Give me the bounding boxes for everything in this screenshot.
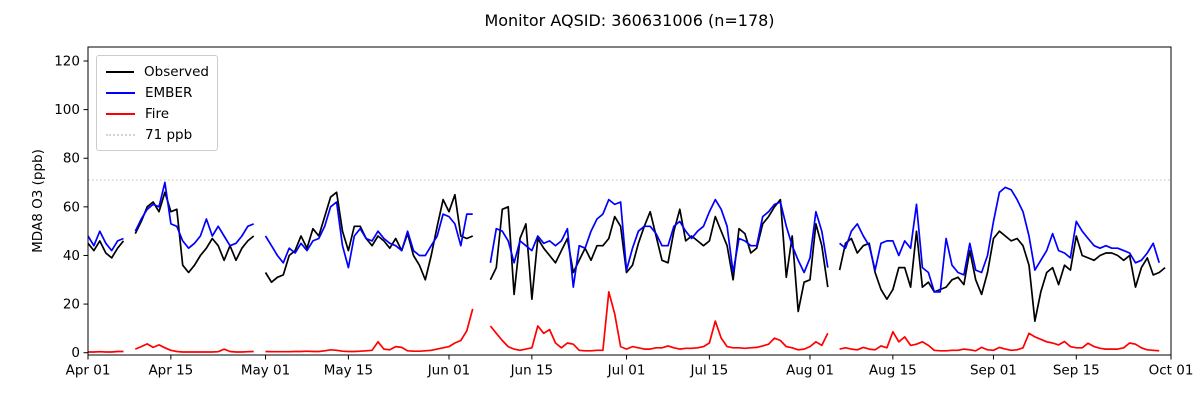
x-tick-label: Oct 01 [1149,363,1194,379]
x-tick-label: Sep 01 [970,363,1017,379]
x-tick-label: Jun 15 [510,363,554,379]
series-line-observed [87,191,1166,322]
series-line-ember [87,181,1161,293]
x-tick-label: Jul 01 [607,363,646,379]
x-tick-label: Jun 01 [427,363,471,379]
x-tick-label: May 15 [324,363,373,379]
legend: Observed EMBER Fire 71 ppb [96,55,218,151]
x-tick-label: May 01 [241,363,290,379]
legend-item-fire: Fire [106,103,209,124]
y-tick-label: 0 [71,345,80,361]
x-tick-label: Aug 01 [786,363,834,379]
legend-line-fire-icon [106,112,135,115]
y-tick-label: 40 [63,248,80,264]
x-tick-label: Aug 15 [869,363,917,379]
x-tick-label: Sep 15 [1053,363,1100,379]
y-tick-label: 20 [63,297,80,313]
legend-label-ember: EMBER [145,84,193,101]
legend-label-threshold: 71 ppb [145,126,193,143]
legend-line-ember-icon [106,91,135,94]
legend-line-threshold-icon [106,133,135,136]
axes-spines [87,46,1172,356]
y-tick-label: 60 [63,199,80,215]
legend-item-observed: Observed [106,61,209,82]
legend-item-ember: EMBER [106,82,209,103]
legend-label-observed: Observed [144,63,209,80]
legend-line-observed-icon [106,70,135,73]
legend-label-fire: Fire [145,105,170,122]
y-tick-label: 120 [54,54,80,70]
legend-item-threshold: 71 ppb [106,124,209,145]
y-tick-label: 100 [54,102,80,118]
x-tick-label: Apr 01 [66,363,111,379]
series-line-fire [88,291,1160,353]
x-tick-label: Jul 15 [690,363,729,379]
y-tick-label: 80 [63,151,80,167]
chart-title: Monitor AQSID: 360631006 (n=178) [484,11,775,30]
x-tick-label: Apr 15 [148,363,193,379]
